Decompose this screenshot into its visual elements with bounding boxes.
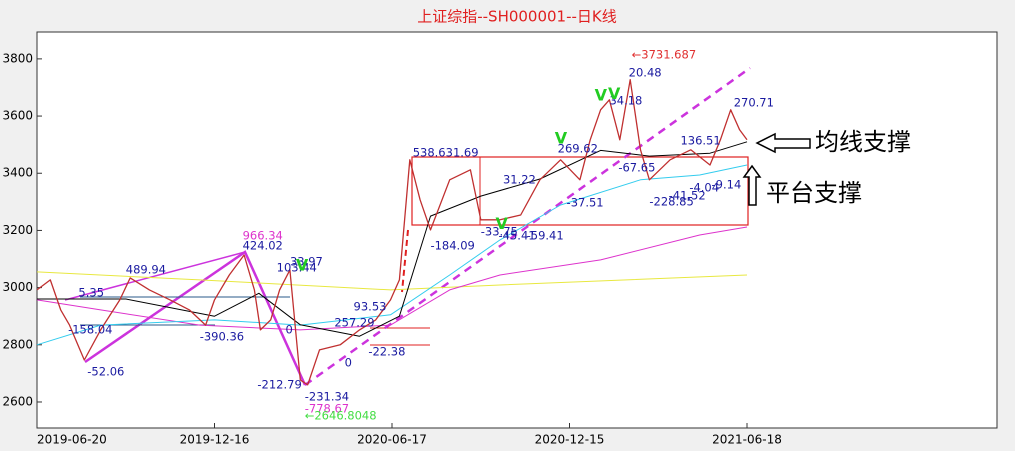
annotation: V — [608, 84, 621, 103]
arrow-left — [755, 132, 811, 154]
x-tick-label: 2019-06-20 — [37, 433, 107, 447]
annotation: 0 — [286, 322, 293, 336]
annotation: -45.41 — [499, 228, 536, 242]
y-tick-label: 3800 — [2, 51, 33, 65]
annotation: 34.18 — [609, 93, 642, 107]
annotation: V — [496, 214, 509, 233]
annotation: V — [296, 256, 309, 275]
annotation: -212.79 — [257, 378, 301, 392]
y-tick-label: 3600 — [2, 109, 33, 123]
annotation: -4.04 — [689, 180, 719, 194]
annotation: -778.67 — [305, 402, 349, 416]
annotation: 966.34 — [243, 228, 283, 242]
price-line — [36, 226, 748, 331]
x-tick-label: 2019-12-16 — [180, 433, 250, 447]
annotation: -184.09 — [430, 238, 474, 252]
gap-line — [401, 229, 409, 293]
annotation: 93.53 — [354, 300, 387, 314]
annotation: -22.38 — [368, 344, 405, 358]
platform-box — [411, 156, 749, 226]
annotation: -9.14 — [712, 177, 742, 191]
annotation: ←2646.8048 — [305, 408, 377, 422]
y-tick-label: 2600 — [2, 394, 33, 408]
annotation: -33.75 — [481, 224, 518, 238]
annotation: V — [595, 86, 608, 105]
annotation: 538.631.69 — [413, 145, 479, 159]
annotation: 257.29 — [334, 316, 374, 330]
annotation: -59.41 — [527, 228, 564, 242]
annotation: 5.35 — [78, 286, 104, 300]
callout: 均线支撑 — [815, 128, 911, 156]
arrow-up — [742, 164, 762, 206]
annotation: -390.36 — [200, 330, 244, 344]
annotation: -41.52 — [669, 188, 706, 202]
callout: 平台支撑 — [766, 179, 862, 207]
annotation: -37.51 — [567, 195, 604, 209]
annotation: -231.34 — [305, 390, 349, 404]
chart-title: 上证综指--SH000001--日K线 — [417, 8, 617, 26]
y-tick-label: 3200 — [2, 223, 33, 237]
annotation: -52.06 — [87, 364, 124, 378]
price-line — [36, 79, 748, 386]
wave-line — [64, 251, 246, 301]
price-line — [36, 271, 748, 291]
annotation: 0 — [345, 356, 352, 370]
annotation: 136.51 — [680, 133, 720, 147]
y-tick-label: 3400 — [2, 166, 33, 180]
x-tick-label: 2020-06-17 — [357, 433, 427, 447]
annotation: 31.22 — [503, 172, 536, 186]
price-line — [37, 141, 748, 337]
price-line — [36, 164, 748, 346]
y-tick-label: 2800 — [2, 337, 33, 351]
x-tick-label: 2021-06-18 — [712, 433, 782, 447]
annotation: 103.44 — [277, 260, 317, 274]
annotation: 20.48 — [629, 65, 662, 79]
annotation: ←3731.687 — [632, 47, 697, 61]
x-tick-label: 2020-12-15 — [535, 433, 605, 447]
annotation: 33.97 — [290, 254, 323, 268]
y-tick-label: 3000 — [2, 280, 33, 294]
annotation: -158.04 — [68, 322, 112, 336]
annotation: 269.62 — [558, 141, 598, 155]
annotation: 424.02 — [243, 238, 283, 252]
annotation: 489.94 — [126, 262, 166, 276]
trend-line — [304, 66, 751, 387]
annotation: V — [555, 128, 568, 147]
annotation: 270.71 — [734, 95, 774, 109]
annotation: -228.85 — [649, 194, 693, 208]
annotation: -67.65 — [618, 160, 655, 174]
